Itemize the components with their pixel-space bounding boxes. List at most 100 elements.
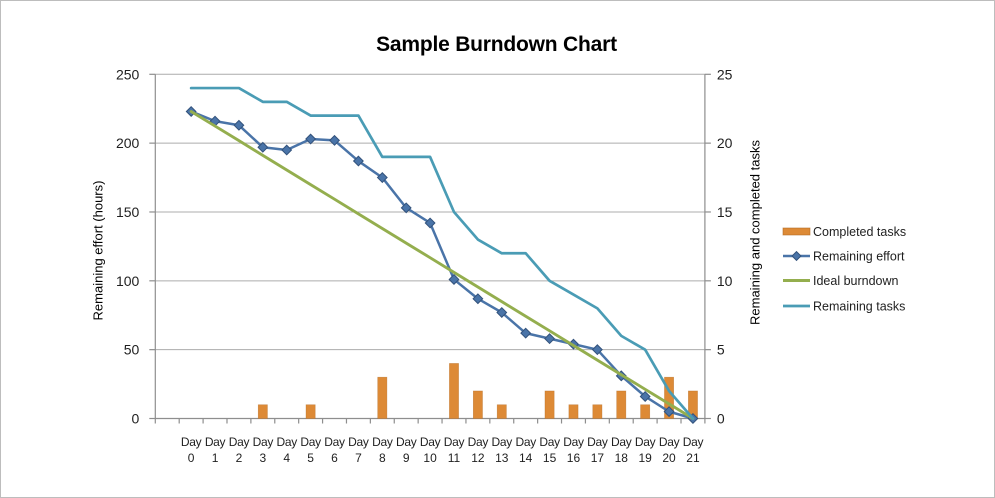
- bar: [568, 404, 579, 419]
- x-tick-label-value: 20: [662, 451, 676, 465]
- data-point-marker: [520, 327, 532, 339]
- left-axis-tick-label: 100: [116, 273, 140, 289]
- x-tick-label-value: 21: [686, 451, 700, 465]
- axes: [149, 73, 711, 424]
- data-point-marker: [281, 144, 293, 156]
- gridlines: [155, 73, 705, 351]
- legend: Completed tasks Remaining effort Ideal bur…: [782, 225, 906, 314]
- legend-label: Remaining effort: [813, 250, 905, 264]
- x-tick-label-prefix: Day: [181, 435, 202, 449]
- data-point-marker: [591, 344, 603, 356]
- left-axis-tick-label: 50: [124, 342, 140, 358]
- data-point-marker: [400, 202, 412, 214]
- bar: [257, 404, 268, 419]
- left-axis-title: Remaining effort (hours): [91, 181, 106, 321]
- x-tick-label-prefix: Day: [324, 435, 345, 449]
- x-tick-label-value: 5: [307, 451, 314, 465]
- x-tick-label-prefix: Day: [587, 435, 608, 449]
- data-point-marker: [233, 119, 245, 131]
- x-tick-label-prefix: Day: [515, 435, 536, 449]
- chart-title: Sample Burndown Chart: [376, 33, 617, 56]
- x-tick-label-prefix: Day: [659, 435, 680, 449]
- bar: [449, 363, 459, 419]
- right-axis-tick-label: 0: [717, 411, 725, 427]
- data-point-marker: [305, 133, 317, 145]
- data-point-marker: [376, 172, 388, 184]
- x-tick-label-value: 7: [355, 451, 362, 465]
- data-point-marker: [544, 333, 556, 345]
- left-axis-tick-label: 150: [116, 204, 140, 220]
- x-tick-label-value: 9: [403, 451, 410, 465]
- data-point-marker: [329, 134, 341, 146]
- bar: [377, 376, 388, 419]
- line-series: [185, 86, 699, 425]
- legend-item: Ideal burndown: [783, 274, 899, 288]
- legend-item: Remaining effort: [783, 250, 905, 264]
- legend-marker-swatch: [791, 250, 802, 262]
- right-axis-tick-label: 15: [717, 204, 733, 220]
- x-tick-label-value: 13: [495, 451, 509, 465]
- x-tick-label-value: 2: [236, 451, 243, 465]
- left-axis-tick-label: 250: [116, 66, 140, 82]
- series-line: [189, 110, 695, 420]
- right-axis-tick-label: 5: [717, 342, 725, 358]
- x-tick-label-prefix: Day: [683, 435, 704, 449]
- x-tick-label-prefix: Day: [253, 435, 274, 449]
- x-tick-label-value: 12: [471, 451, 485, 465]
- data-point-marker: [448, 273, 460, 285]
- left-axis-tick-label: 0: [132, 411, 140, 427]
- x-axis-tick-labels: Day 0 Day 1 Day 2 Day 3 Day 4 Day 5 Day 6 Day 7 Day 8 Day 9…: [181, 435, 704, 465]
- x-tick-label-value: 11: [448, 451, 461, 465]
- x-tick-label-value: 19: [638, 451, 652, 465]
- x-tick-label-prefix: Day: [611, 435, 632, 449]
- bar-series: [257, 363, 698, 419]
- series-line: [189, 110, 695, 420]
- right-axis-tick-labels: 0 5 10 15 20 25: [717, 66, 733, 426]
- x-tick-label-prefix: Day: [300, 435, 321, 449]
- x-tick-label-value: 15: [543, 451, 557, 465]
- right-axis-tick-label: 20: [717, 135, 733, 151]
- x-tick-label-prefix: Day: [205, 435, 226, 449]
- bar: [496, 404, 507, 419]
- x-tick-label-prefix: Day: [563, 435, 584, 449]
- x-tick-label-prefix: Day: [229, 435, 250, 449]
- data-point-marker: [257, 141, 269, 153]
- data-point-marker: [472, 293, 484, 305]
- bar: [616, 390, 627, 419]
- x-tick-label-value: 3: [259, 451, 266, 465]
- legend-label: Remaining tasks: [813, 300, 905, 314]
- left-axis-tick-labels: 0 50 100 150 200 250: [116, 66, 140, 426]
- legend-bar-swatch: [782, 227, 811, 236]
- x-tick-label-prefix: Day: [444, 435, 465, 449]
- data-point-marker: [639, 390, 651, 402]
- x-tick-label-prefix: Day: [396, 435, 417, 449]
- x-tick-label-prefix: Day: [348, 435, 369, 449]
- left-axis-tick-label: 200: [116, 135, 140, 151]
- right-axis-title: Remaining and completed tasks: [748, 140, 763, 325]
- x-tick-label-prefix: Day: [635, 435, 656, 449]
- legend-item: Remaining tasks: [783, 300, 905, 314]
- legend-item: Completed tasks: [782, 225, 906, 239]
- x-tick-label-prefix: Day: [372, 435, 393, 449]
- x-tick-label-prefix: Day: [420, 435, 441, 449]
- bar: [472, 390, 483, 419]
- x-tick-label-value: 16: [567, 451, 581, 465]
- data-point-marker: [663, 406, 675, 418]
- data-point-marker: [352, 155, 364, 167]
- x-tick-label-value: 6: [331, 451, 338, 465]
- x-tick-label-value: 18: [615, 451, 629, 465]
- x-tick-label-prefix: Day: [468, 435, 489, 449]
- right-axis-tick-label: 10: [717, 273, 733, 289]
- x-tick-label-prefix: Day: [539, 435, 560, 449]
- x-tick-label-prefix: Day: [276, 435, 297, 449]
- x-tick-label-value: 0: [188, 451, 195, 465]
- bar: [640, 404, 651, 419]
- bar: [305, 404, 316, 419]
- bar: [544, 390, 555, 419]
- right-axis-tick-label: 25: [717, 66, 733, 82]
- x-tick-label-value: 17: [591, 451, 605, 465]
- data-point-marker: [424, 217, 436, 229]
- legend-label: Completed tasks: [813, 225, 906, 239]
- x-tick-label-value: 8: [379, 451, 386, 465]
